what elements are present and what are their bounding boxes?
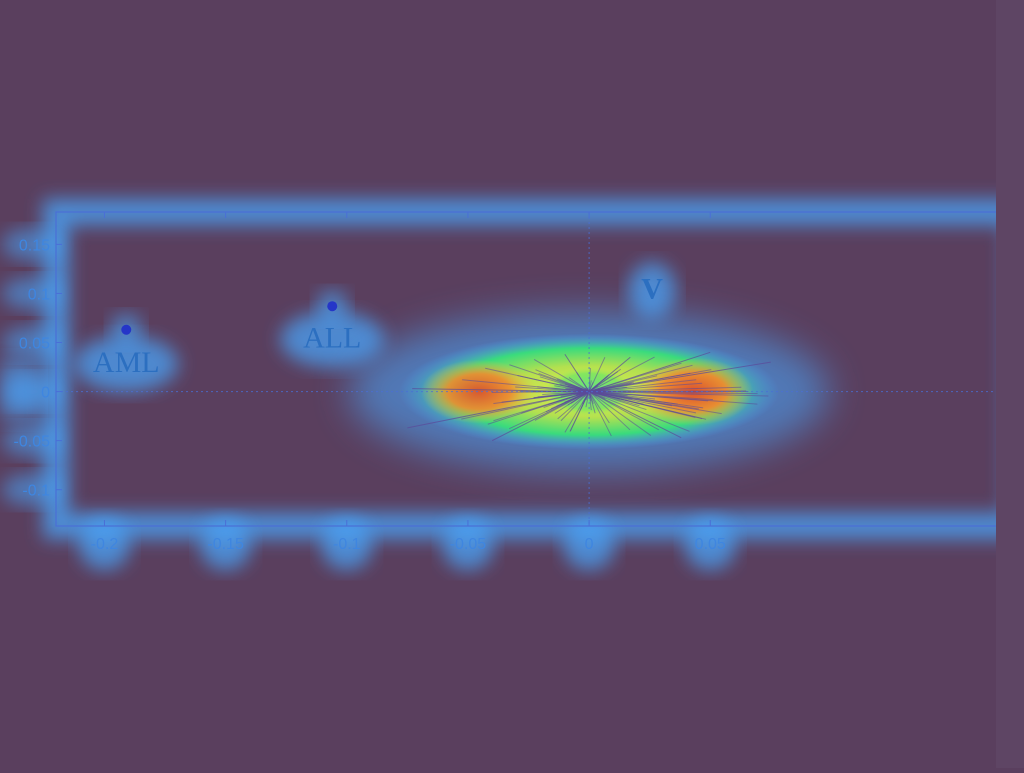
y-tick-label: 0 <box>41 385 50 402</box>
y-tick-label: -0.05 <box>14 434 51 451</box>
y-tick-label: 0.15 <box>19 237 50 254</box>
tick-glow <box>2 376 62 408</box>
x-tick-label: -0.2 <box>91 536 119 553</box>
x-tick-label: -0.1 <box>333 536 361 553</box>
annotation-aml: AML <box>93 346 160 379</box>
annotation-all: ALL <box>303 321 361 354</box>
y-tick-label: -0.1 <box>22 483 50 500</box>
y-tick-label: 0.1 <box>28 286 50 303</box>
x-tick-label: -0.05 <box>450 536 487 553</box>
x-tick-label: 0 <box>585 536 594 553</box>
x-tick-label: 0.05 <box>695 536 726 553</box>
point-all <box>327 301 337 311</box>
annotation-v: V <box>641 272 663 305</box>
point-aml <box>121 325 131 335</box>
y-tick-label: 0.05 <box>19 336 50 353</box>
x-tick-label: -0.15 <box>207 536 244 553</box>
